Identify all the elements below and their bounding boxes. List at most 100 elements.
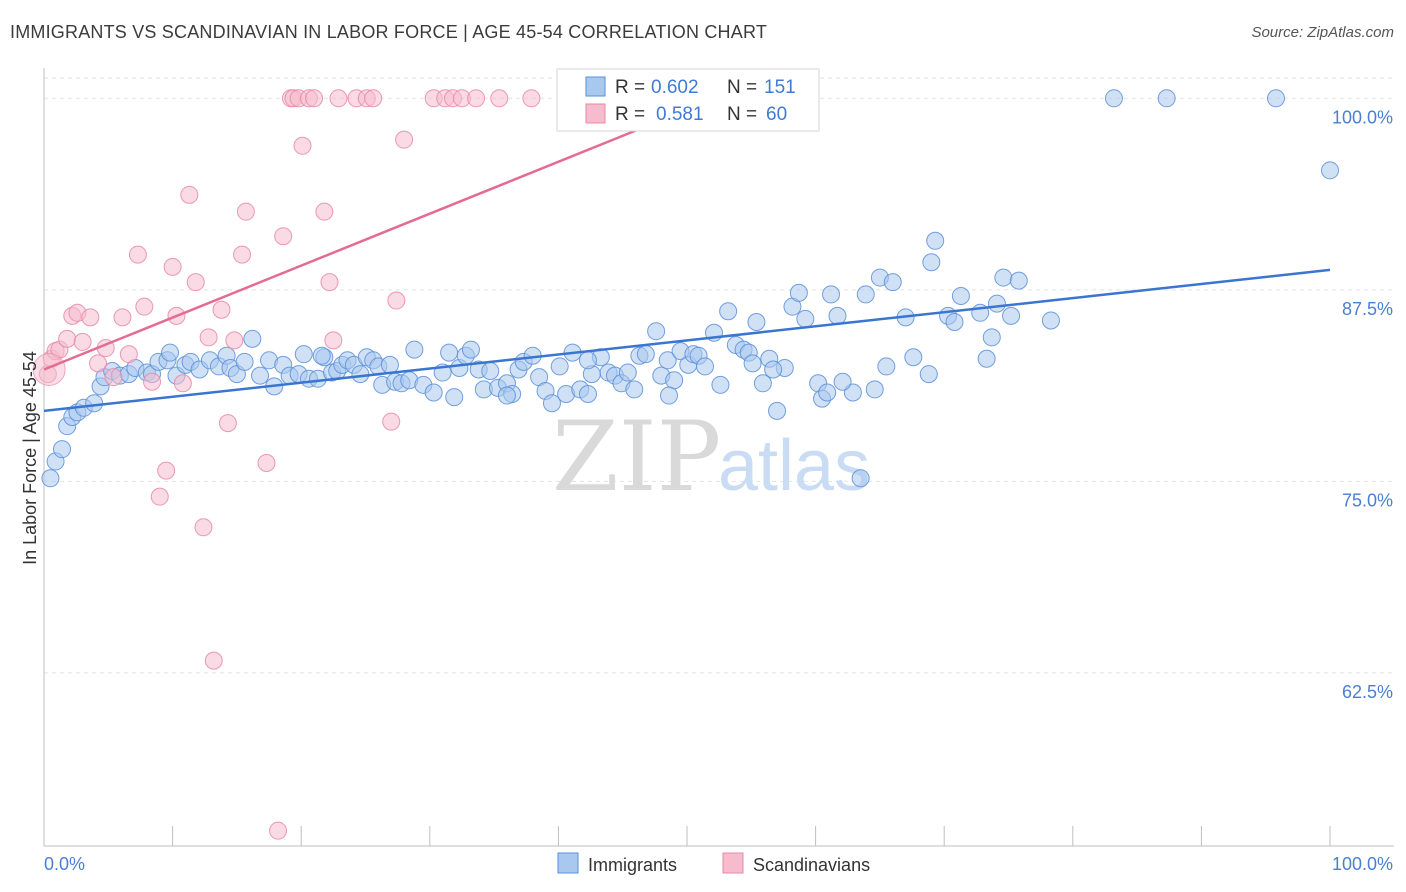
immigrants-point-141 (1104, 89, 1123, 108)
scandinavians-point-28 (218, 414, 237, 433)
scandinavians-point-30 (233, 245, 252, 264)
scandinavians-point-50 (395, 130, 414, 149)
scandinavians-point-21 (173, 374, 192, 393)
watermark-atlas: atlas (718, 426, 870, 506)
source-credit: Source: ZipAtlas.com (1251, 24, 1394, 41)
legend-label-immigrants: Immigrants (588, 855, 677, 875)
immigrants-point-18 (161, 343, 180, 362)
immigrants-point-123 (877, 357, 896, 376)
immigrants-point-104 (743, 354, 762, 373)
scandinavians-point-19 (163, 257, 182, 276)
bottom-swatch-immigrants (557, 852, 579, 874)
immigrants-trend-line (43, 268, 1331, 413)
scandinavians-point-43 (324, 331, 343, 350)
legend-r-label: R = (615, 77, 645, 98)
immigrants-point-138 (1002, 306, 1021, 325)
series-legend: Immigrants Scandinavians (557, 852, 870, 875)
immigrants-point-142 (1157, 89, 1176, 108)
tick-labels: 62.5% 75.0% 87.5% 100.0% 0.0% 100.0% (44, 107, 1393, 874)
scandinavians-point-25 (199, 328, 218, 347)
immigrants-point-54 (405, 340, 424, 359)
immigrants-point-120 (856, 285, 875, 304)
scandinavians-point-41 (315, 202, 334, 221)
scandinavians-point-40 (305, 89, 324, 108)
axes (43, 68, 1394, 847)
immigrants-point-79 (578, 385, 597, 404)
immigrants-point-30 (251, 366, 270, 385)
scandinavians-point-11 (104, 368, 123, 387)
immigrants-point-145 (312, 346, 331, 365)
scandinavians-point-14 (128, 245, 147, 264)
immigrants-point-2 (53, 440, 72, 459)
immigrants-point-132 (951, 286, 970, 305)
immigrants-point-86 (625, 380, 644, 399)
scandinavians-point-44 (329, 89, 348, 108)
immigrants-point-106 (753, 374, 772, 393)
scandinavians-point-33 (269, 821, 288, 840)
scandinavians-point-7 (73, 332, 92, 351)
bottom-swatch-scandinavians (722, 852, 744, 874)
immigrants-point-128 (922, 253, 941, 272)
scandinavians-trend-line (43, 91, 732, 371)
y-tick-label-1: 75.0% (1342, 490, 1393, 510)
y-tick-label-3: 100.0% (1332, 107, 1393, 127)
legend-swatch-immigrants (585, 76, 606, 97)
immigrants-point-143 (1266, 89, 1285, 108)
legend-label-scandinavians: Scandinavians (753, 855, 870, 875)
immigrants-point-74 (542, 394, 561, 413)
scandinavians-point-48 (382, 412, 401, 431)
immigrants-point-59 (445, 388, 464, 407)
immigrants-points (41, 89, 1339, 488)
scandinavians-point-22 (180, 185, 199, 204)
scandinavians-point-56 (490, 89, 509, 108)
scandinavians-point-32 (257, 453, 276, 472)
immigrants-point-148 (659, 386, 678, 405)
immigrants-point-58 (440, 343, 459, 362)
immigrants-point-147 (578, 351, 597, 370)
immigrants-point-131 (945, 313, 964, 331)
legend-n-label-2: N = (727, 104, 757, 125)
immigrants-point-112 (796, 309, 815, 328)
immigrants-point-150 (833, 372, 852, 391)
legend-r-scandinavians: 0.581 (656, 104, 704, 125)
stats-legend: R = 0.602 N = 151 R = 0.581 N = 60 (556, 68, 820, 132)
scandinavians-point-42 (320, 273, 339, 292)
scandinavians-point-31 (236, 202, 255, 221)
immigrants-point-127 (919, 365, 938, 384)
legend-n-scandinavians: 60 (766, 104, 787, 125)
immigrants-point-117 (828, 306, 847, 325)
legend-r-immigrants: 0.602 (651, 77, 699, 98)
immigrants-point-88 (636, 345, 655, 364)
legend-n-immigrants: 151 (764, 77, 796, 98)
watermark-zip: ZIP (552, 401, 721, 513)
x-tick-label-0: 0.0% (44, 854, 85, 874)
immigrants-point-149 (764, 360, 783, 379)
trend-lines (43, 91, 1331, 413)
scandinavians-point-17 (150, 487, 169, 506)
immigrants-point-75 (550, 357, 569, 376)
scandinavians-point-15 (135, 297, 154, 316)
scandinavians-point-24 (194, 518, 213, 537)
immigrants-point-129 (926, 231, 945, 250)
scandinavians-point-26 (204, 651, 223, 670)
immigrants-point-134 (977, 349, 996, 368)
immigrants-point-140 (1041, 311, 1060, 330)
immigrants-point-62 (461, 340, 480, 359)
scandinavians-point-38 (293, 136, 312, 155)
immigrants-point-29 (243, 329, 262, 348)
immigrants-point-119 (851, 469, 870, 488)
scandinavians-point-13 (119, 345, 138, 364)
immigrants-point-124 (883, 273, 902, 292)
immigrants-point-36 (294, 345, 313, 364)
immigrants-point-144 (1321, 161, 1339, 180)
immigrants-point-92 (665, 371, 684, 390)
scandinavians-point-8 (81, 308, 100, 327)
scandinavians-points (32, 89, 669, 840)
scandinavians-point-57 (522, 89, 541, 108)
scandinavians-point-47 (364, 89, 383, 108)
immigrants-point-56 (424, 383, 443, 402)
immigrants-point-28 (235, 352, 254, 371)
immigrants-point-105 (747, 313, 766, 331)
scandinavians-point-34 (274, 227, 293, 246)
